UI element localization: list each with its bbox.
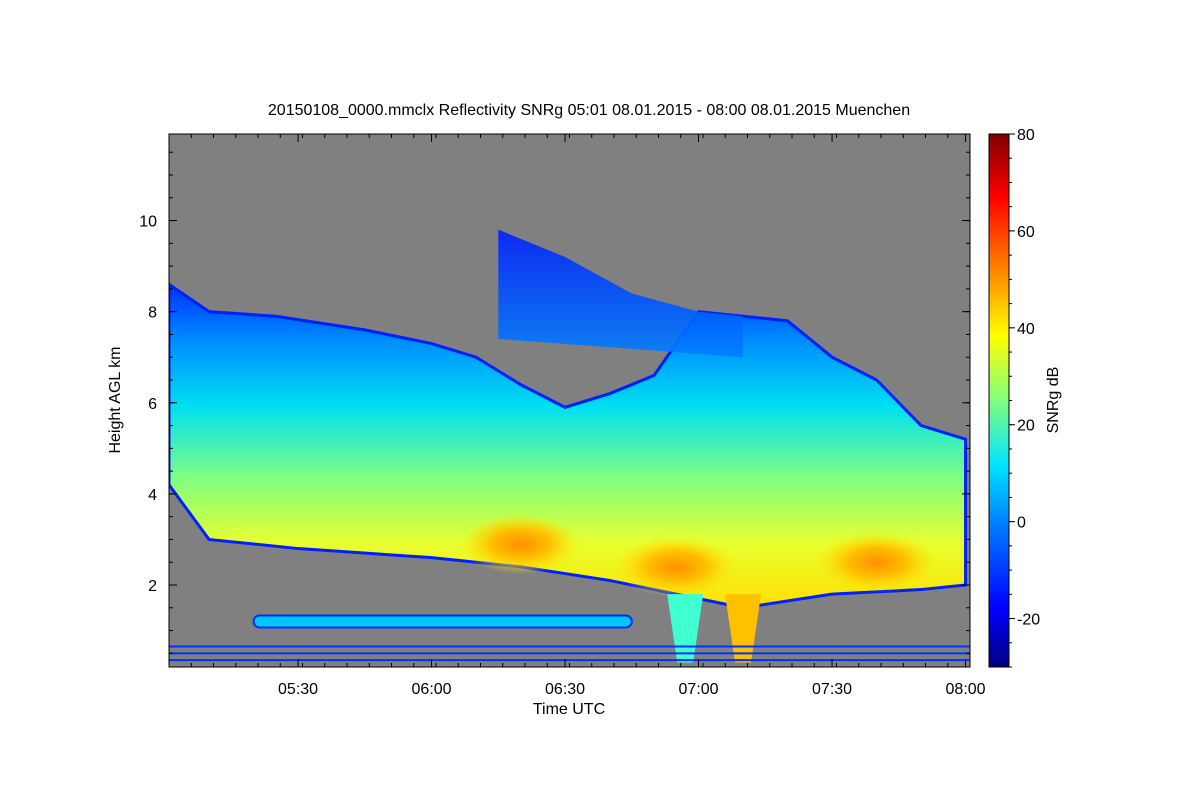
x-axis-label: Time UTC xyxy=(533,701,605,718)
y-tick-label: 8 xyxy=(148,305,157,322)
y-tick-label: 10 xyxy=(139,214,157,231)
x-tick-label: 06:30 xyxy=(545,681,585,698)
high-snr-region xyxy=(460,514,581,574)
colorbar-tick-label: 40 xyxy=(1017,321,1035,338)
x-tick-label: 05:30 xyxy=(278,681,318,698)
y-tick-label: 6 xyxy=(148,396,157,413)
colorbar-tick-label: -20 xyxy=(1017,612,1040,629)
x-tick-label: 08:00 xyxy=(946,681,986,698)
high-snr-region xyxy=(616,536,737,597)
x-tick-label: 07:30 xyxy=(812,681,852,698)
colorbar-tick-label: 80 xyxy=(1017,127,1035,144)
high-snr-region xyxy=(816,532,937,593)
colorbar-tick-label: 60 xyxy=(1017,224,1035,241)
upper-cloud-echo xyxy=(498,229,744,358)
chart-title: 20150108_0000.mmclx Reflectivity SNRg 05… xyxy=(268,102,910,119)
x-tick-label: 06:00 xyxy=(412,681,452,698)
colorbar-tick-label: 20 xyxy=(1017,418,1035,435)
y-axis-label: Height AGL km xyxy=(107,346,124,453)
colorbar xyxy=(988,133,1010,668)
low-echo-layer xyxy=(252,614,633,629)
precip-shaft xyxy=(725,594,762,663)
precip-shaft xyxy=(667,594,704,663)
colorbar-tick-label: 0 xyxy=(1017,515,1026,532)
colorbar-label: SNRg dB xyxy=(1045,367,1062,434)
y-tick-label: 2 xyxy=(148,578,157,595)
y-tick-label: 4 xyxy=(148,487,157,504)
x-tick-label: 07:00 xyxy=(679,681,719,698)
